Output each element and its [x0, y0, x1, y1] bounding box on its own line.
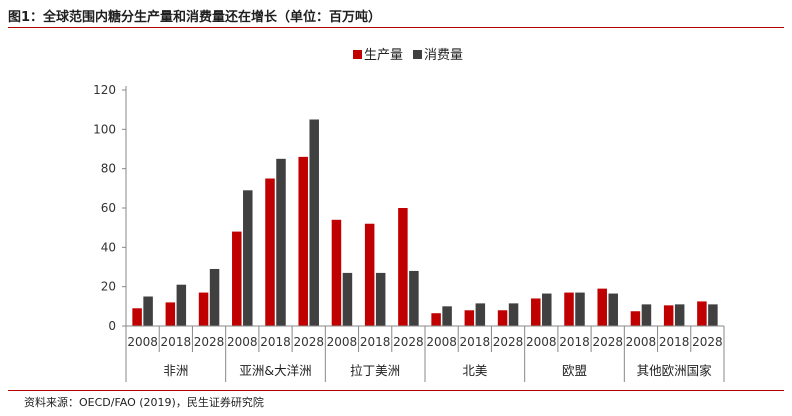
- bar-consumption: [674, 304, 685, 326]
- x-group-label: 非洲: [163, 363, 188, 378]
- bar-consumption: [575, 292, 585, 326]
- bar-production: [232, 231, 242, 326]
- x-group-label: 亚洲&大洋洲: [239, 363, 311, 378]
- bar-consumption: [475, 303, 486, 326]
- legend: 生产量 消费量: [353, 48, 463, 63]
- legend-label-consumption: 消费量: [424, 48, 463, 63]
- y-tick-label: 80: [101, 162, 116, 176]
- x-year-label: 2028: [592, 335, 623, 349]
- bar-production: [564, 292, 574, 326]
- x-year-label: 2028: [493, 335, 524, 349]
- x-group-label: 欧盟: [562, 363, 587, 378]
- x-year-label: 2028: [692, 335, 723, 349]
- y-axis: 0 20 40 60 80 100 120: [93, 83, 127, 333]
- x-year-label: 2008: [127, 335, 158, 349]
- x-year-label: 2018: [360, 335, 391, 349]
- x-year-label: 2028: [393, 335, 424, 349]
- bar-consumption: [176, 284, 187, 326]
- bar-production: [132, 308, 142, 326]
- figure-title: 图1：全球范围内糖分生产量和消费量还在增长（单位：百万吨）: [8, 10, 382, 25]
- bar-consumption: [708, 304, 718, 326]
- y-tick-label: 100: [93, 122, 116, 136]
- bar-consumption: [143, 296, 153, 326]
- bar-consumption: [442, 306, 452, 326]
- x-year-label: 2008: [526, 335, 557, 349]
- x-group-label: 其他欧洲国家: [637, 363, 713, 378]
- x-group-label: 北美: [462, 363, 487, 378]
- bars: [132, 119, 718, 326]
- bar-consumption: [342, 272, 353, 326]
- bar-production: [198, 292, 209, 326]
- y-tick-label: 120: [93, 83, 116, 97]
- bar-consumption: [309, 119, 319, 326]
- bar-production: [431, 313, 441, 326]
- bar-consumption: [608, 293, 618, 326]
- x-year-label: 2018: [460, 335, 491, 349]
- y-tick-label: 40: [101, 240, 116, 254]
- bar-production: [398, 208, 408, 326]
- bar-consumption: [375, 272, 386, 326]
- bar-consumption: [508, 303, 519, 326]
- y-tick-label: 0: [108, 319, 116, 333]
- title-rule: [8, 27, 784, 28]
- bar-production: [630, 311, 641, 326]
- bar-production: [464, 310, 475, 326]
- bar-consumption: [276, 158, 286, 326]
- bar-production: [165, 302, 176, 326]
- x-year-label: 2018: [260, 335, 291, 349]
- x-year-label: 2018: [161, 335, 192, 349]
- x-year-label: 2008: [626, 335, 657, 349]
- x-year-label: 2028: [194, 335, 225, 349]
- bar-production: [531, 298, 541, 326]
- bar-consumption: [641, 304, 652, 326]
- bar-production: [597, 288, 607, 326]
- x-year-label: 2028: [293, 335, 324, 349]
- bar-production: [497, 310, 508, 326]
- source-rule: [8, 390, 784, 391]
- bar-production: [265, 178, 275, 326]
- y-tick-label: 60: [101, 201, 116, 215]
- x-year-label: 2008: [227, 335, 258, 349]
- bar-production: [663, 305, 674, 326]
- bar-production: [298, 156, 308, 326]
- x-year-label: 2008: [327, 335, 358, 349]
- bar-production: [331, 219, 342, 326]
- bar-consumption: [542, 293, 552, 326]
- x-year-label: 2018: [659, 335, 690, 349]
- x-year-label: 2008: [426, 335, 457, 349]
- bar-production: [364, 223, 375, 326]
- x-year-label: 2018: [559, 335, 590, 349]
- x-group-label: 拉丁美洲: [350, 363, 400, 378]
- legend-swatch-production: [353, 50, 362, 59]
- y-tick-label: 20: [101, 280, 116, 294]
- bar-production: [697, 301, 707, 326]
- legend-label-production: 生产量: [364, 48, 403, 63]
- bar-consumption: [243, 190, 253, 326]
- source-note: 资料来源：OECD/FAO (2019)，民生证券研究院: [24, 396, 264, 409]
- bar-consumption: [209, 268, 220, 326]
- bar-consumption: [409, 270, 419, 326]
- legend-swatch-consumption: [413, 50, 422, 59]
